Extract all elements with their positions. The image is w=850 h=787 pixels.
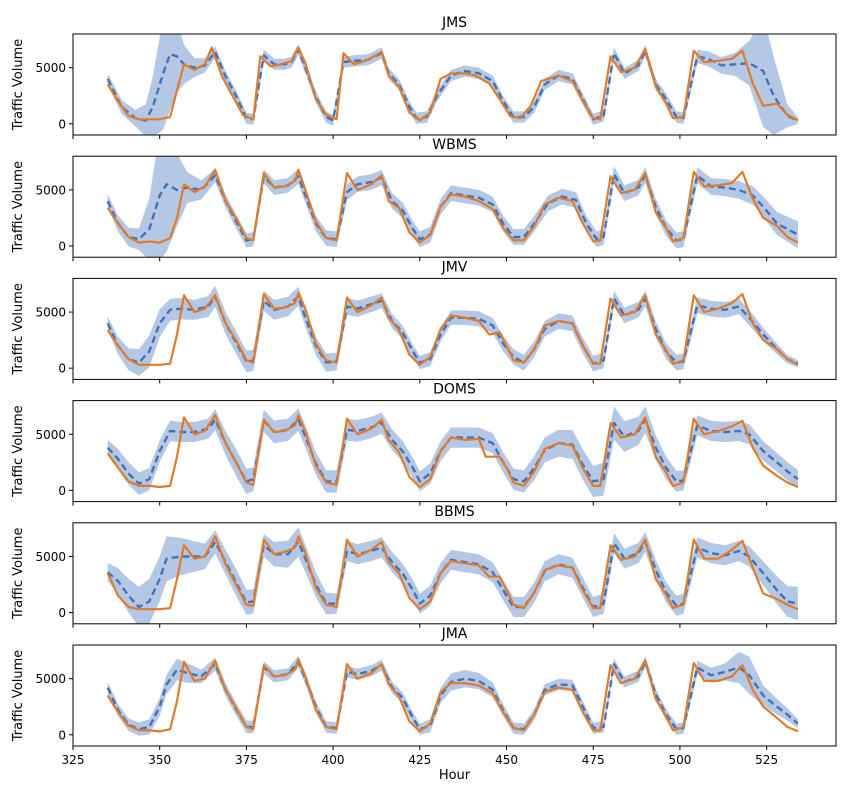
x-tick-label: 350	[148, 753, 171, 767]
y-tick-label: 5000	[35, 306, 66, 320]
confidence-band	[107, 156, 798, 258]
plot-area	[106, 156, 799, 258]
y-tick-label: 0	[58, 117, 66, 131]
x-tick-label: 400	[322, 753, 345, 767]
y-axis-label: Traffic Volume	[11, 528, 26, 621]
panel-jms: JMS 0 5000 Traffic Volume	[11, 15, 837, 139]
confidence-band	[107, 34, 798, 135]
y-tick-label: 5000	[35, 672, 66, 686]
plot-area	[106, 651, 799, 736]
panel-title: JMV	[441, 259, 468, 275]
axes-frame	[72, 644, 837, 747]
axes-frame	[72, 277, 837, 380]
panel-title: BBMS	[434, 504, 474, 520]
x-tick-label: 525	[755, 753, 778, 767]
panel-wbms: WBMS 0 5000 Traffic Volume	[11, 137, 837, 262]
x-tick-label: 450	[495, 753, 518, 767]
panel-bbms: BBMS 0 5000 Traffic Volume	[11, 504, 837, 628]
panel-title: JMS	[441, 15, 467, 31]
x-tick-label: 325	[62, 753, 85, 767]
y-tick-label: 0	[58, 606, 66, 620]
axes-frame	[72, 522, 837, 625]
x-tick-label: 375	[235, 753, 258, 767]
axes-frame	[72, 155, 837, 258]
axes-frame	[72, 33, 837, 136]
y-tick-label: 0	[58, 239, 66, 253]
y-tick-label: 0	[58, 362, 66, 376]
panel-jmv: JMV 0 5000 Traffic Volume	[11, 259, 837, 384]
y-tick-label: 0	[58, 484, 66, 498]
panel-title: DOMS	[433, 382, 476, 398]
y-axis-label: Traffic Volume	[11, 405, 26, 498]
y-tick-label: 5000	[35, 550, 66, 564]
plot-area	[106, 406, 799, 498]
x-axis-label: Hour	[439, 768, 471, 783]
y-tick-label: 5000	[35, 428, 66, 442]
actual-line	[106, 291, 799, 366]
y-axis-label: Traffic Volume	[11, 650, 26, 743]
y-axis-label: Traffic Volume	[11, 283, 26, 376]
actual-line	[106, 414, 799, 489]
panel-doms: DOMS 0 5000 Traffic Volume	[11, 382, 837, 506]
y-tick-label: 5000	[35, 61, 66, 75]
panel-title: JMA	[441, 626, 468, 642]
actual-line	[106, 535, 799, 611]
actual-line	[106, 46, 799, 122]
x-tick-label: 425	[408, 753, 431, 767]
x-tick-label: 475	[582, 753, 605, 767]
confidence-band	[107, 527, 798, 624]
y-axis-label: Traffic Volume	[11, 161, 26, 254]
panel-jma: JMA 0 5000 Traffic Volume 325 350 375 400 425 450…	[11, 626, 837, 783]
actual-line	[106, 658, 799, 733]
y-axis-label: Traffic Volume	[11, 39, 26, 132]
y-tick-label: 0	[58, 728, 66, 742]
plot-area	[106, 527, 799, 624]
axes-frame	[72, 400, 837, 503]
confidence-band	[107, 651, 798, 736]
panel-title: WBMS	[432, 137, 477, 153]
plot-area	[106, 34, 799, 135]
plot-area	[106, 285, 799, 376]
x-tick-label: 500	[668, 753, 691, 767]
y-tick-label: 5000	[35, 183, 66, 197]
actual-line	[106, 168, 799, 244]
confidence-band	[107, 406, 798, 498]
